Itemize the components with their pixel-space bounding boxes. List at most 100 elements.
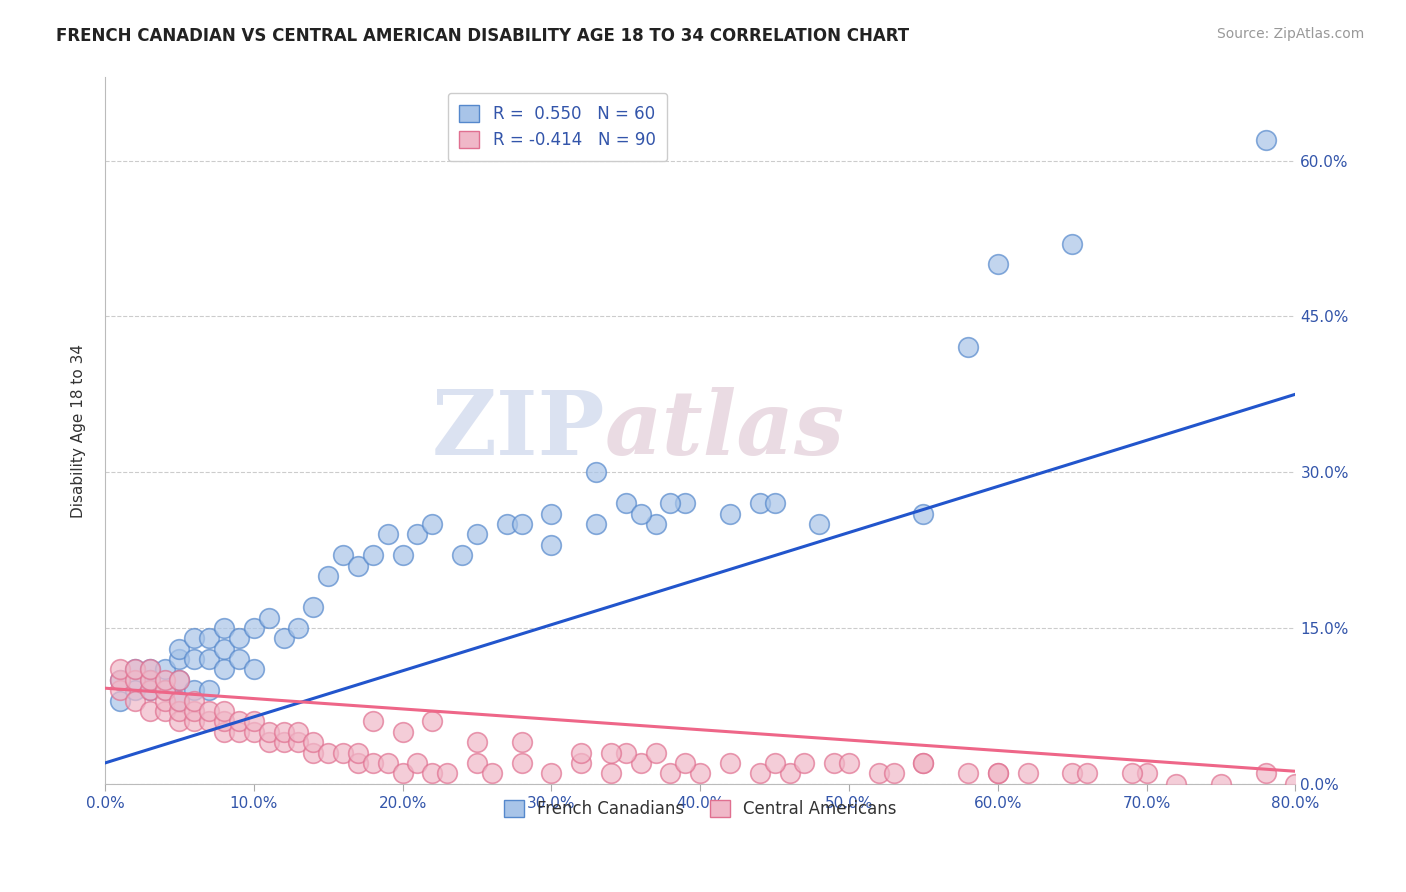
Point	[987, 766, 1010, 780]
Point	[124, 693, 146, 707]
Point	[124, 683, 146, 698]
Point	[332, 746, 354, 760]
Point	[257, 610, 280, 624]
Point	[630, 756, 652, 770]
Point	[763, 496, 786, 510]
Point	[377, 756, 399, 770]
Point	[361, 548, 384, 562]
Point	[1076, 766, 1098, 780]
Point	[169, 693, 191, 707]
Point	[108, 693, 131, 707]
Point	[391, 548, 413, 562]
Point	[748, 766, 770, 780]
Point	[406, 756, 429, 770]
Point	[153, 683, 176, 698]
Point	[540, 766, 562, 780]
Point	[1209, 777, 1232, 791]
Point	[138, 663, 160, 677]
Point	[391, 766, 413, 780]
Point	[957, 341, 980, 355]
Point	[302, 746, 325, 760]
Point	[198, 683, 221, 698]
Point	[169, 652, 191, 666]
Point	[108, 673, 131, 687]
Point	[614, 496, 637, 510]
Point	[1062, 766, 1084, 780]
Point	[347, 558, 370, 573]
Point	[659, 496, 682, 510]
Point	[198, 704, 221, 718]
Point	[347, 756, 370, 770]
Point	[243, 663, 266, 677]
Point	[212, 621, 235, 635]
Point	[1121, 766, 1143, 780]
Point	[912, 507, 935, 521]
Point	[273, 632, 295, 646]
Point	[451, 548, 474, 562]
Point	[108, 683, 131, 698]
Point	[673, 496, 696, 510]
Point	[779, 766, 801, 780]
Point	[316, 569, 339, 583]
Point	[212, 704, 235, 718]
Point	[987, 766, 1010, 780]
Point	[183, 693, 205, 707]
Point	[169, 693, 191, 707]
Point	[183, 652, 205, 666]
Point	[481, 766, 503, 780]
Point	[212, 714, 235, 729]
Point	[793, 756, 815, 770]
Point	[153, 704, 176, 718]
Point	[422, 766, 444, 780]
Point	[257, 724, 280, 739]
Point	[1254, 766, 1277, 780]
Point	[287, 735, 309, 749]
Point	[183, 714, 205, 729]
Point	[644, 517, 666, 532]
Point	[868, 766, 890, 780]
Point	[987, 257, 1010, 271]
Point	[228, 714, 250, 729]
Point	[228, 632, 250, 646]
Point	[347, 746, 370, 760]
Point	[763, 756, 786, 770]
Point	[169, 673, 191, 687]
Point	[243, 621, 266, 635]
Point	[600, 746, 623, 760]
Point	[243, 714, 266, 729]
Point	[332, 548, 354, 562]
Point	[585, 517, 607, 532]
Point	[138, 663, 160, 677]
Point	[585, 465, 607, 479]
Point	[377, 527, 399, 541]
Point	[153, 673, 176, 687]
Point	[361, 756, 384, 770]
Point	[630, 507, 652, 521]
Y-axis label: Disability Age 18 to 34: Disability Age 18 to 34	[72, 343, 86, 517]
Point	[957, 766, 980, 780]
Point	[391, 724, 413, 739]
Point	[124, 663, 146, 677]
Point	[600, 766, 623, 780]
Point	[257, 735, 280, 749]
Point	[138, 683, 160, 698]
Point	[465, 527, 488, 541]
Point	[302, 600, 325, 615]
Point	[465, 756, 488, 770]
Point	[243, 724, 266, 739]
Point	[718, 756, 741, 770]
Point	[138, 704, 160, 718]
Point	[138, 673, 160, 687]
Point	[212, 641, 235, 656]
Point	[510, 517, 533, 532]
Point	[510, 756, 533, 770]
Point	[198, 652, 221, 666]
Point	[1166, 777, 1188, 791]
Point	[808, 517, 831, 532]
Point	[569, 756, 592, 770]
Point	[124, 663, 146, 677]
Point	[228, 724, 250, 739]
Text: FRENCH CANADIAN VS CENTRAL AMERICAN DISABILITY AGE 18 TO 34 CORRELATION CHART: FRENCH CANADIAN VS CENTRAL AMERICAN DISA…	[56, 27, 910, 45]
Point	[183, 704, 205, 718]
Point	[465, 735, 488, 749]
